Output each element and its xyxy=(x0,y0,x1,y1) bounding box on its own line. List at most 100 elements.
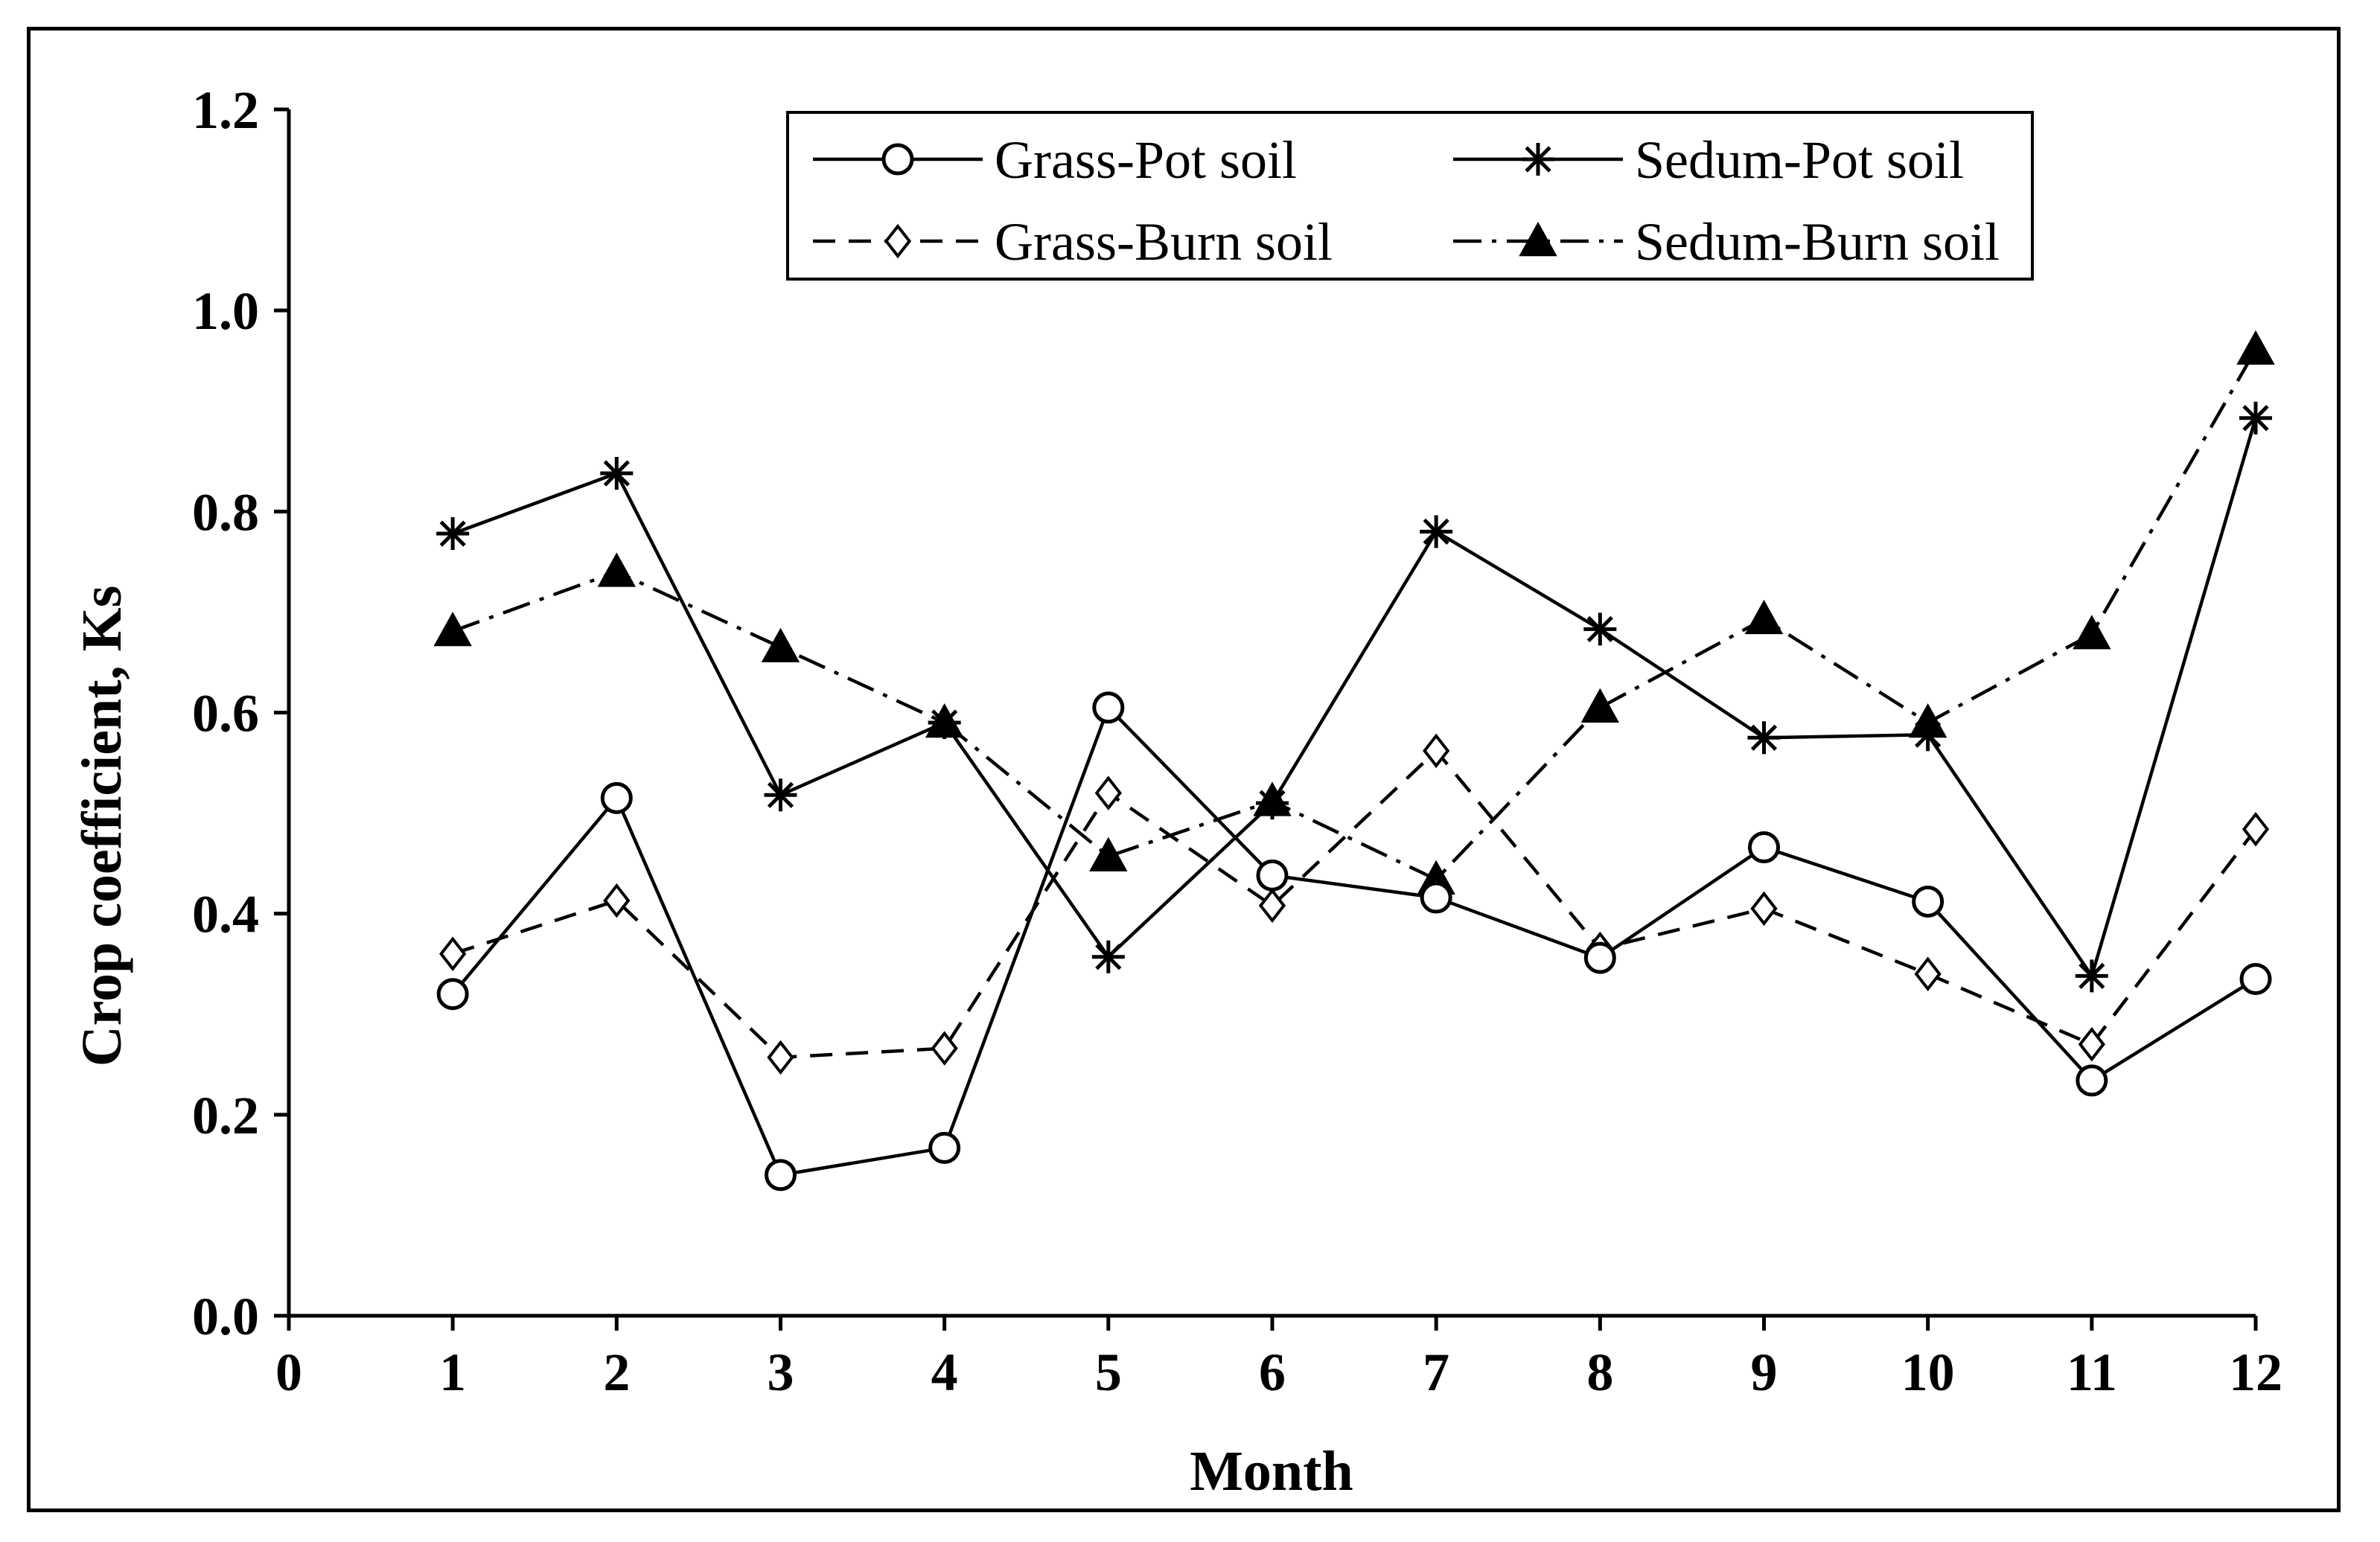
data-point xyxy=(2239,962,2272,995)
legend-entry-sedum-pot-soil: Sedum-Pot soil xyxy=(1453,130,1964,190)
x-tick-label: 2 xyxy=(603,1343,630,1402)
star-stroke xyxy=(1095,944,1122,970)
legend-label: Sedum-Pot soil xyxy=(1635,130,1964,190)
data-point xyxy=(2075,959,2108,993)
data-point xyxy=(884,223,912,259)
data-point xyxy=(1583,612,1617,646)
data-point xyxy=(1522,143,1554,176)
star-stroke xyxy=(1586,615,1613,642)
y-tick-label: 0.4 xyxy=(192,885,259,944)
legend-label: Grass-Burn soil xyxy=(995,212,1333,272)
data-point xyxy=(1911,718,1944,752)
data-point xyxy=(600,781,633,814)
x-tick-label: 1 xyxy=(439,1343,466,1402)
series-sedum-pot-soil xyxy=(436,401,2272,993)
x-tick-label: 12 xyxy=(2229,1343,2282,1402)
star-stroke xyxy=(603,460,630,487)
x-axis-label: Month xyxy=(1190,1440,1353,1503)
series-grass-pot-soil xyxy=(436,691,2272,1191)
data-point xyxy=(931,1031,958,1066)
data-point xyxy=(603,883,631,918)
star-stroke xyxy=(1423,518,1449,545)
star-stroke xyxy=(1525,146,1551,173)
star-stroke xyxy=(767,781,794,808)
star-stroke xyxy=(1259,790,1286,816)
data-point xyxy=(2236,330,2275,365)
data-point xyxy=(1094,775,1122,810)
legend-label: Grass-Pot soil xyxy=(995,130,1297,190)
data-point xyxy=(1092,691,1125,724)
data-point xyxy=(1744,599,1784,635)
data-point xyxy=(436,517,470,551)
star-stroke xyxy=(1750,724,1778,751)
x-tick-label: 3 xyxy=(768,1343,794,1402)
data-point xyxy=(1423,733,1450,769)
star-stroke xyxy=(2078,962,2105,990)
data-point xyxy=(1583,941,1616,974)
data-point xyxy=(2073,615,2111,650)
data-point xyxy=(2239,401,2272,435)
x-tick-label: 11 xyxy=(2067,1343,2117,1402)
data-point xyxy=(764,778,797,812)
y-tick-label: 0.6 xyxy=(192,684,259,743)
star-stroke xyxy=(1915,721,1942,748)
axes: 0.00.20.40.60.81.01.20 1 2 3 4 5 6 7 8 9 10 11 12 xyxy=(192,80,2282,1402)
series-line xyxy=(451,706,2257,1177)
star-stroke xyxy=(931,709,958,736)
star-stroke xyxy=(439,520,466,547)
data-point xyxy=(1089,836,1128,871)
data-point xyxy=(2242,811,2270,847)
data-point xyxy=(436,978,469,1011)
x-tick-label: 4 xyxy=(931,1343,958,1402)
data-point xyxy=(767,1040,794,1075)
series-line xyxy=(452,348,2257,881)
y-tick-label: 1.0 xyxy=(192,281,259,341)
data-point xyxy=(1420,515,1453,548)
data-point xyxy=(1748,831,1780,864)
y-axis-label: Crop coefficient, Ks xyxy=(71,586,133,1067)
y-tick-label: 0.8 xyxy=(192,482,259,542)
series-sedum-burn-soil xyxy=(433,330,2275,895)
data-point xyxy=(1091,940,1125,973)
x-tick-label: 5 xyxy=(1095,1343,1122,1402)
data-point xyxy=(881,143,914,176)
series-layer xyxy=(433,330,2275,1191)
data-point xyxy=(1519,221,1557,257)
series-line xyxy=(452,749,2257,1060)
x-tick-label: 10 xyxy=(1901,1343,1955,1402)
x-tick-label: 7 xyxy=(1423,1343,1449,1402)
data-point xyxy=(433,612,472,647)
series-line xyxy=(452,418,2258,978)
x-tick-label: 0 xyxy=(275,1343,302,1402)
legend-entry-sedum-burn-soil: Sedum-Burn soil xyxy=(1453,212,2000,272)
data-point xyxy=(439,936,467,971)
data-point xyxy=(1258,888,1286,924)
data-point xyxy=(597,552,637,587)
star-stroke xyxy=(2242,405,2269,432)
legend-entry-grass-pot-soil: Grass-Pot soil xyxy=(813,130,1297,190)
legend-label: Sedum-Burn soil xyxy=(1635,212,2000,272)
legend-box xyxy=(786,111,2034,281)
data-point xyxy=(928,706,961,740)
data-point xyxy=(1420,881,1452,914)
y-tick-label: 0.2 xyxy=(192,1086,259,1145)
x-tick-label: 8 xyxy=(1586,1343,1613,1402)
data-point xyxy=(2078,1027,2105,1062)
y-tick-label: 1.2 xyxy=(192,80,259,140)
data-point xyxy=(1750,891,1778,927)
legend: Grass-Pot soil Grass-Burn soil Sedum-Pot s… xyxy=(813,130,2000,272)
data-point xyxy=(1256,787,1289,820)
data-point xyxy=(1580,688,1620,723)
x-tick-label: 9 xyxy=(1751,1343,1778,1402)
data-point xyxy=(2076,1064,2108,1097)
legend-entry-grass-burn-soil: Grass-Burn soil xyxy=(813,212,1333,272)
data-point xyxy=(1912,885,1944,918)
data-point xyxy=(761,627,800,662)
data-point xyxy=(765,1159,797,1191)
x-tick-label: 6 xyxy=(1259,1343,1286,1402)
y-tick-label: 0.0 xyxy=(192,1287,259,1346)
data-point xyxy=(1747,721,1781,755)
data-point xyxy=(928,1131,961,1164)
data-point xyxy=(1256,859,1289,892)
